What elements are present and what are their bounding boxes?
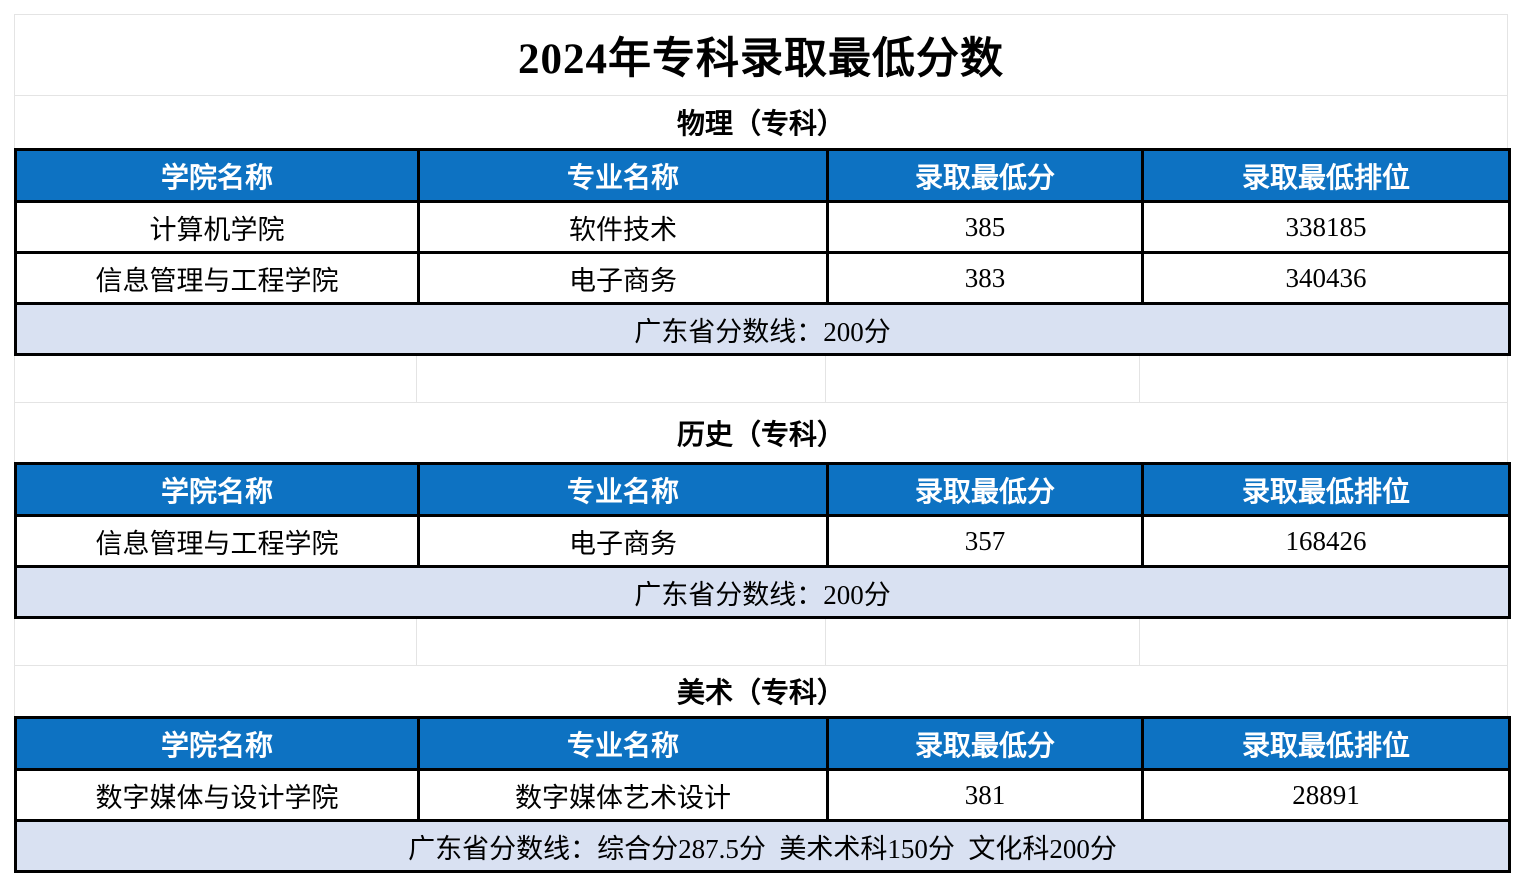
min-rank-cell: 28891: [1141, 768, 1511, 822]
cutoff-row: 广东省分数线：200分: [14, 302, 1511, 356]
college-cell: 数字媒体与设计学院: [14, 768, 420, 822]
table-content: 2024年专科录取最低分数 物理（专科） 学院名称 专业名称 录取最低分 录取最…: [14, 14, 1511, 873]
col-header-college: 学院名称: [14, 148, 420, 203]
header-row: 学院名称 专业名称 录取最低分 录取最低排位: [14, 148, 1511, 203]
min-score-cell: 383: [826, 251, 1144, 305]
major-cell: 数字媒体艺术设计: [417, 768, 829, 822]
empty-cell: [1140, 356, 1507, 402]
col-header-min-score: 录取最低分: [826, 148, 1144, 203]
empty-cell: [417, 619, 826, 665]
min-rank-cell: 338185: [1141, 200, 1511, 254]
section-title-art: 美术（专科）: [14, 666, 1508, 716]
major-cell: 电子商务: [417, 251, 829, 305]
min-score-cell: 381: [826, 768, 1144, 822]
college-cell: 信息管理与工程学院: [14, 514, 420, 568]
cutoff-row: 广东省分数线：200分: [14, 565, 1511, 619]
cutoff-cell: 广东省分数线：综合分287.5分 美术术科150分 文化科200分: [14, 819, 1511, 873]
col-header-college: 学院名称: [14, 462, 420, 517]
col-header-min-rank: 录取最低排位: [1141, 148, 1511, 203]
min-score-cell: 357: [826, 514, 1144, 568]
score-table-history: 学院名称 专业名称 录取最低分 录取最低排位 信息管理与工程学院 电子商务 35…: [14, 462, 1511, 619]
min-score-cell: 385: [826, 200, 1144, 254]
col-header-min-score: 录取最低分: [826, 716, 1144, 771]
major-cell: 电子商务: [417, 514, 829, 568]
table-row: 信息管理与工程学院 电子商务 383 340436: [14, 251, 1511, 305]
min-rank-cell: 168426: [1141, 514, 1511, 568]
score-table-physics: 学院名称 专业名称 录取最低分 录取最低排位 计算机学院 软件技术 385 33…: [14, 148, 1511, 356]
header-row: 学院名称 专业名称 录取最低分 录取最低排位: [14, 716, 1511, 771]
major-cell: 软件技术: [417, 200, 829, 254]
col-header-major: 专业名称: [417, 462, 829, 517]
table-row: 信息管理与工程学院 电子商务 357 168426: [14, 514, 1511, 568]
cutoff-cell: 广东省分数线：200分: [14, 565, 1511, 619]
empty-cell: [15, 356, 418, 402]
col-header-college: 学院名称: [14, 716, 420, 771]
cutoff-row: 广东省分数线：综合分287.5分 美术术科150分 文化科200分: [14, 819, 1511, 873]
empty-cell: [15, 619, 418, 665]
empty-cell: [826, 619, 1141, 665]
page-title: 2024年专科录取最低分数: [14, 14, 1508, 95]
table-row: 数字媒体与设计学院 数字媒体艺术设计 381 28891: [14, 768, 1511, 822]
empty-row: [14, 356, 1508, 403]
col-header-major: 专业名称: [417, 716, 829, 771]
empty-row: [14, 619, 1508, 666]
empty-cell: [1140, 619, 1507, 665]
college-cell: 信息管理与工程学院: [14, 251, 420, 305]
section-title-physics: 物理（专科）: [14, 95, 1508, 148]
empty-cell: [826, 356, 1141, 402]
min-rank-cell: 340436: [1141, 251, 1511, 305]
header-row: 学院名称 专业名称 录取最低分 录取最低排位: [14, 462, 1511, 517]
cutoff-cell: 广东省分数线：200分: [14, 302, 1511, 356]
score-table-art: 学院名称 专业名称 录取最低分 录取最低排位 数字媒体与设计学院 数字媒体艺术设…: [14, 716, 1511, 873]
col-header-min-rank: 录取最低排位: [1141, 462, 1511, 517]
col-header-min-score: 录取最低分: [826, 462, 1144, 517]
table-row: 计算机学院 软件技术 385 338185: [14, 200, 1511, 254]
empty-cell: [417, 356, 826, 402]
col-header-min-rank: 录取最低排位: [1141, 716, 1511, 771]
section-title-history: 历史（专科）: [14, 403, 1508, 462]
col-header-major: 专业名称: [417, 148, 829, 203]
college-cell: 计算机学院: [14, 200, 420, 254]
